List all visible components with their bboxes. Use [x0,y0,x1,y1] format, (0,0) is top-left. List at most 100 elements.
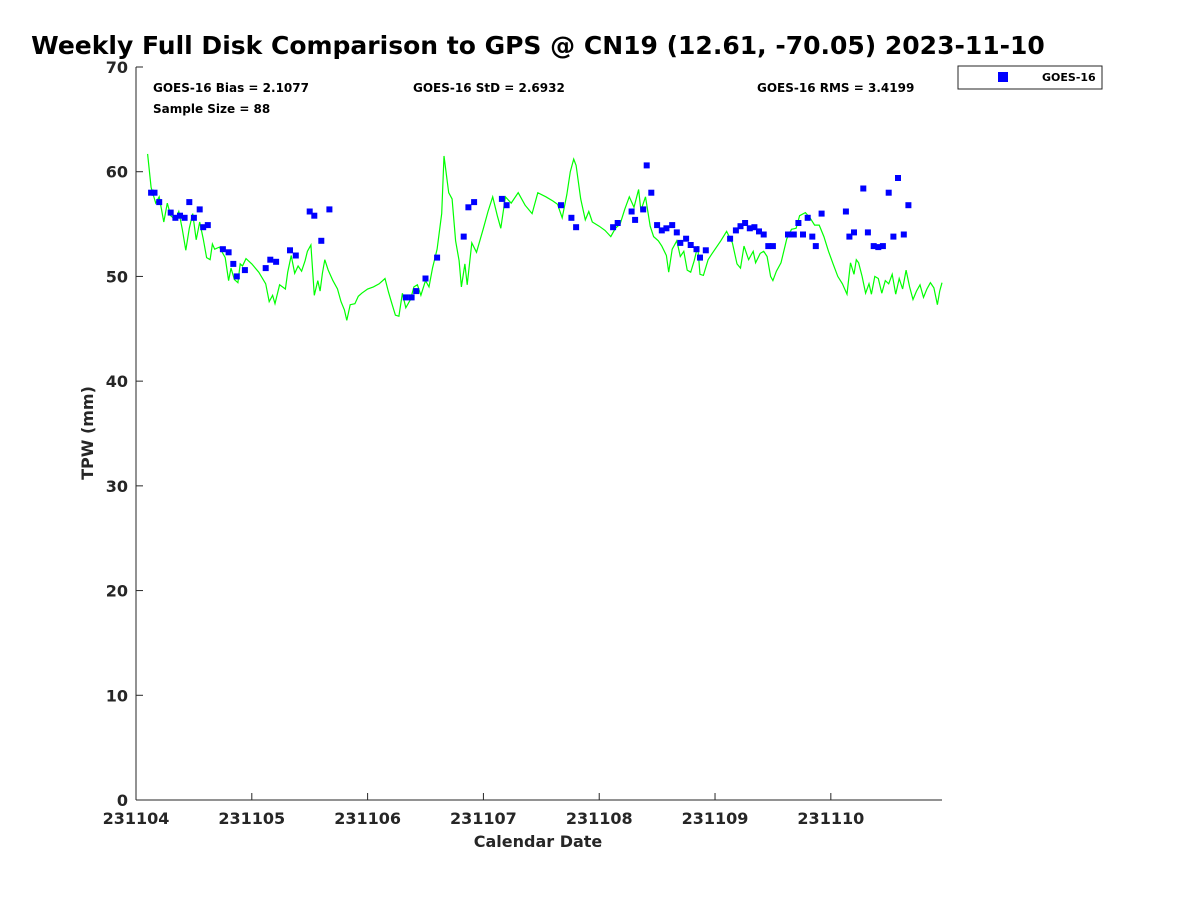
y-tick-label: 10 [106,686,128,705]
goes16-data-point [573,224,580,231]
goes16-data-point [262,265,269,272]
x-tick-label: 231110 [797,809,864,828]
goes16-data-point [196,206,203,213]
goes16-data-point [846,233,853,240]
legend: GOES-16 [957,65,1103,90]
x-tick-label: 231108 [566,809,633,828]
goes16-data-point [503,202,510,209]
goes16-data-point [693,246,700,253]
gps-series-line [147,153,943,321]
goes16-data-point [190,214,197,221]
goes16-data-point [864,229,871,236]
sample-size-stat: Sample Size = 88 [153,102,270,116]
goes16-data-point [643,162,650,169]
goes16-data-point [795,220,802,226]
goes16-data-point [177,212,183,219]
goes16-data-point [460,233,467,240]
goes16-data-point [804,214,811,221]
goes16-data-point [746,225,753,232]
goes16-data-point [842,208,849,215]
goes16-data-point [225,249,232,256]
goes16-data-point [669,222,676,229]
goes16-data-point [172,214,179,221]
goes16-data-point [900,231,907,238]
goes16-data-point [727,235,734,242]
goes16-data-point [230,260,237,267]
goes16-data-point [156,199,163,206]
goes16-data-point [267,256,274,263]
goes16-data-point [408,294,415,301]
y-tick-label: 60 [106,163,128,182]
bias-stat: GOES-16 Bias = 2.1077 [153,81,309,95]
x-tick-label: 231105 [218,809,285,828]
legend-label-goes16: GOES-16 [1042,71,1096,84]
goes16-data-point [148,189,155,196]
goes16-data-point [181,214,188,221]
goes16-data-point [200,224,207,231]
goes16-data-point [809,233,816,240]
goes16-data-point [287,247,293,254]
goes16-data-point [654,222,661,229]
y-axis-label: TPW (mm) [78,386,97,480]
goes16-data-point [167,209,174,216]
goes16-data-point [697,254,703,261]
y-ticks: 0 10 20 30 40 50 60 70 [106,58,143,810]
goes16-data-point [610,224,617,231]
goes16-data-point [790,231,797,238]
goes16-data-point [326,206,333,213]
goes16-data-point [683,235,690,242]
goes16-data-point [318,237,325,244]
goes16-data-point [742,220,749,226]
goes16-data-point [306,208,313,215]
goes16-data-point [498,195,505,202]
goes16-data-point [677,239,684,246]
y-tick-label: 70 [106,58,128,77]
goes16-data-point [568,214,575,221]
legend-marker-goes16 [998,72,1008,82]
goes16-data-point [673,229,680,236]
goes16-data-point [241,267,248,274]
goes16-data-point [292,252,299,259]
goes16-data-point [756,228,762,235]
y-tick-label: 40 [106,372,128,391]
goes16-data-point [658,227,665,234]
goes16-data-point [702,247,709,254]
goes16-data-point [870,243,877,250]
goes16-data-point [751,224,758,231]
goes16-data-point [471,199,478,206]
x-tick-label: 231107 [450,809,517,828]
goes16-data-point [648,189,655,196]
std-stat: GOES-16 StD = 2.6932 [413,81,565,95]
goes16-data-point [151,189,158,196]
goes16-data-point [818,210,825,217]
chart-title: Weekly Full Disk Comparison to GPS @ CN1… [31,31,1045,60]
x-axis-label: Calendar Date [474,832,603,851]
goes16-data-point [663,225,670,232]
goes16-data-point [875,244,882,251]
goes16-data-point [860,185,867,192]
goes16-data-point [812,243,819,250]
plot-background [136,67,942,800]
y-tick-label: 50 [106,267,128,286]
goes16-data-point [851,229,857,236]
goes16-data-point [628,208,635,215]
goes16-data-point [413,288,420,295]
y-tick-label: 0 [117,791,128,810]
legend-box [957,65,1103,90]
goes16-data-point [186,199,193,206]
goes16-data-point [219,246,226,253]
goes16-data-point [632,216,639,223]
series-layer [147,153,943,321]
x-tick-label: 231104 [103,809,170,828]
goes16-data-point [879,243,886,250]
goes16-data-point [273,258,280,265]
x-ticks: 231104 231105 231106 231107 231108 231109 2311… [103,793,864,828]
goes16-data-point [732,227,739,234]
goes16-data-point [895,175,901,181]
y-tick-label: 20 [106,582,128,601]
plot-area: 231104 231105 231106 231107 231108 231109 2311… [103,58,943,828]
goes16-data-point [640,206,647,213]
goes16-data-point [311,212,318,219]
goes16-data-point [434,254,441,261]
